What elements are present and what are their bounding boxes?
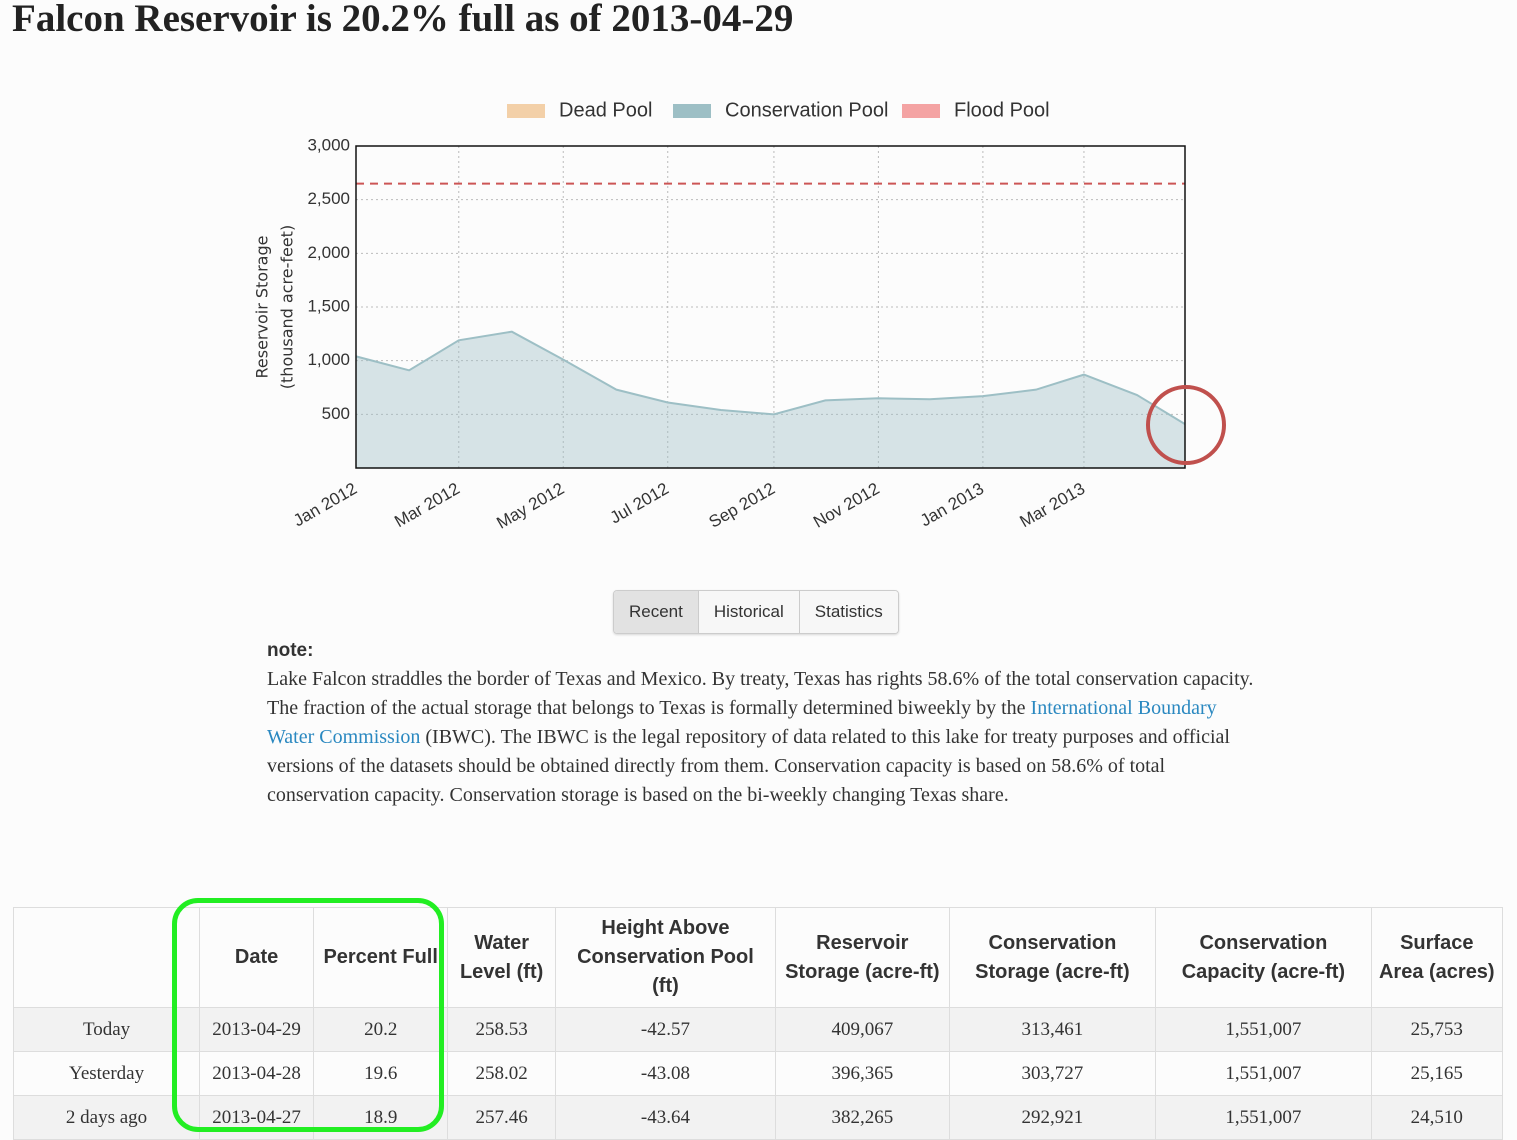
table-cell: Today (12, 1007, 201, 1052)
legend-swatch (902, 104, 940, 118)
x-tick-label: Mar 2013 (1016, 479, 1088, 531)
y-tick-label: 3,000 (307, 135, 350, 154)
header-cell: Conservation Capacity (acre-ft) (1155, 907, 1372, 1008)
table-cell: 382,265 (775, 1095, 950, 1140)
table-cell: 20.2 (313, 1007, 449, 1052)
x-tick-label: Mar 2012 (391, 479, 463, 531)
table-row: Today 2013-04-29 20.2 258.53 -42.57 409,067 31… (12, 1007, 1504, 1052)
table-cell: -43.64 (554, 1095, 777, 1140)
legend-label: Flood Pool (954, 99, 1050, 121)
table-cell: 1,551,007 (1155, 1051, 1372, 1096)
y-axis-label: Reservoir Storage (253, 236, 272, 379)
table-cell: -43.08 (554, 1051, 777, 1096)
chart: 500 1,000 1,500 2,000 2,500 3,000 Jan 2012 Mar … (253, 99, 1226, 533)
table-cell: 19.6 (313, 1051, 449, 1096)
header-cell (12, 907, 201, 1008)
note-link[interactable]: International Boundary Water Commission (267, 697, 1217, 748)
tab-bar: Recent Historical Statistics (613, 590, 899, 634)
legend-label: Dead Pool (559, 99, 652, 121)
y-tick-label: 2,500 (307, 189, 350, 208)
table-cell: 258.53 (447, 1007, 556, 1052)
y-axis-label: (thousand acre-feet) (278, 225, 297, 389)
table-cell: 258.02 (447, 1051, 556, 1096)
tab[interactable]: Statistics (799, 591, 898, 633)
table-cell: 24,510 (1370, 1095, 1504, 1140)
line (355, 330, 1186, 425)
header-cell: Water Level (ft) (447, 907, 556, 1008)
table-cell: 257.46 (447, 1095, 556, 1140)
x-tick-label: Sep 2012 (706, 479, 779, 532)
note-text: (IBWC). The IBWC is the legal repository… (267, 726, 1230, 806)
table-cell: 2013-04-29 (199, 1007, 315, 1052)
header-cell: Date (199, 907, 315, 1008)
legend-label: Conservation Pool (725, 99, 888, 121)
area (356, 331, 1185, 468)
page-title: Falcon Reservoir is 20.2% full as of 201… (12, 0, 794, 40)
y-tick-label: 500 (322, 404, 350, 423)
table-cell: -42.57 (554, 1007, 777, 1052)
legend-swatch (673, 104, 711, 118)
header-cell: Conservation Storage (acre-ft) (948, 907, 1157, 1008)
plot-frame (355, 145, 1186, 469)
x-tick-label: May 2012 (493, 479, 567, 533)
table-cell: 2013-04-28 (199, 1051, 315, 1096)
highlight-box (172, 898, 444, 1132)
highlight-circle (1146, 385, 1226, 465)
x-tick-label: Jan 2013 (917, 479, 987, 530)
table-cell: 396,365 (775, 1051, 950, 1096)
note-heading: note: (267, 640, 314, 661)
header-cell: Height Above Conservation Pool (ft) (554, 907, 777, 1008)
table-cell: 303,727 (948, 1051, 1157, 1096)
y-tick-label: 1,500 (307, 296, 350, 315)
tab[interactable]: Historical (698, 591, 800, 633)
table-cell: 1,551,007 (1155, 1095, 1372, 1140)
table-cell: 409,067 (775, 1007, 950, 1052)
x-tick-label: Nov 2012 (810, 479, 883, 532)
x-tick-label: Jul 2012 (607, 479, 672, 528)
table-cell: 292,921 (948, 1095, 1157, 1140)
note-text: Lake Falcon straddles the border of Texa… (267, 668, 1254, 719)
header-row: Date Percent Full Water Level (ft) Height A… (12, 907, 1504, 1008)
x-tick-label: Jan 2012 (290, 479, 360, 530)
table-cell: 1,551,007 (1155, 1007, 1372, 1052)
y-tick-label: 1,000 (307, 350, 350, 369)
legend-swatch (507, 104, 545, 118)
y-tick-label: 2,000 (307, 243, 350, 262)
table-cell: 25,753 (1370, 1007, 1504, 1052)
tab[interactable]: Recent (614, 591, 699, 633)
header-cell: Reservoir Storage (acre-ft) (775, 907, 950, 1008)
table-row: Yesterday 2013-04-28 19.6 258.02 -43.08 396,3… (12, 1051, 1504, 1096)
table-cell: 25,165 (1370, 1051, 1504, 1096)
header-cell: Surface Area (acres) (1370, 907, 1504, 1008)
note: note: Lake Falcon straddles the border o… (267, 636, 1257, 810)
table-cell: 313,461 (948, 1007, 1157, 1052)
